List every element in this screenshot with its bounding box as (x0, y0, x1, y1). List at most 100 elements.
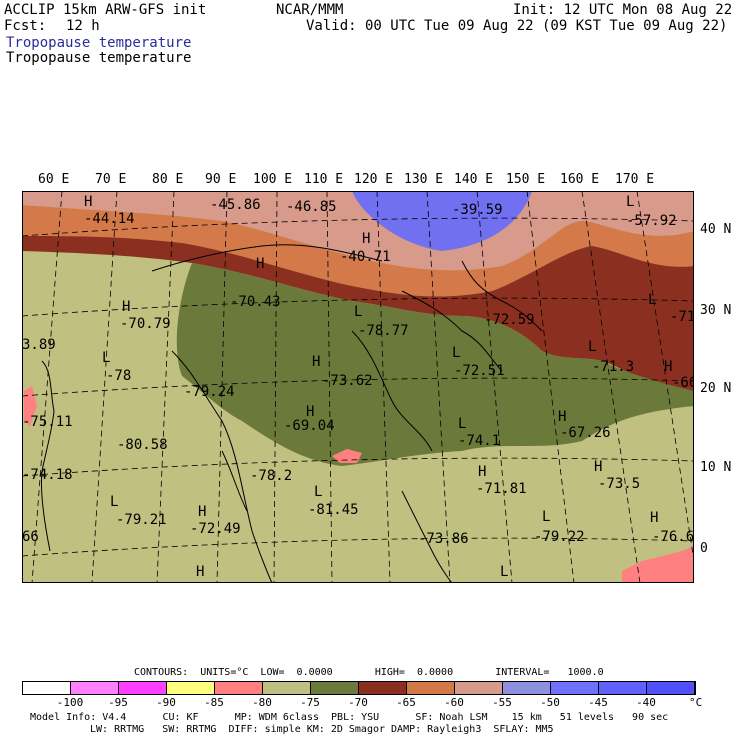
temperature-value: -71.81 (476, 481, 527, 497)
lat-label: 30 N (700, 303, 732, 318)
colorbar-swatch (23, 682, 71, 694)
temperature-value: -72.59 (484, 312, 535, 328)
high-marker: H (198, 504, 206, 520)
colorbar-tick: -45 (588, 696, 608, 709)
low-marker: L (588, 339, 596, 355)
field-title-secondary: Tropopause temperature (6, 50, 192, 66)
temperature-value: -72.51 (454, 363, 505, 379)
colorbar-tick: -50 (540, 696, 560, 709)
temperature-value: -78 (106, 368, 131, 384)
high-marker: H (650, 510, 658, 526)
band-orange (22, 205, 694, 297)
map-border (22, 191, 694, 583)
colorbar-swatch (119, 682, 167, 694)
fcst-value: 12 h (66, 18, 100, 34)
lon-label: 130 E (404, 172, 444, 187)
high-marker: H (362, 231, 370, 247)
temperature-value: -57.92 (626, 213, 677, 229)
colorbar-tick: -55 (492, 696, 512, 709)
high-marker: H (84, 194, 92, 210)
temperature-value: -39.59 (452, 202, 503, 218)
temperature-value: -73.62 (322, 373, 373, 389)
lon-label: 150 E (506, 172, 546, 187)
tropopause-temperature-map: H-44.14-45.86 -46.85 -39.59 L-57.92H-40.71H… (22, 191, 694, 583)
band-darkred (22, 236, 694, 392)
colorbar-swatch (407, 682, 455, 694)
colorbar-swatch (455, 682, 503, 694)
high-marker: H (664, 359, 672, 375)
temperature-value: -74.1 (458, 433, 500, 449)
low-marker: L (354, 304, 362, 320)
lon-label: 120 E (354, 172, 394, 187)
temperature-value: -73.86 (418, 531, 469, 547)
colorbar-swatch (647, 682, 695, 694)
temperature-value: -81.45 (308, 502, 359, 518)
high-marker: H (306, 404, 314, 420)
lat-label: 0 (700, 541, 708, 556)
footer-line-1: Model Info: V4.4 CU: KF MP: WDM 6class P… (30, 712, 669, 723)
colorbar-tick: -75 (300, 696, 320, 709)
contours-info: CONTOURS: UNITS=°C LOW= 0.0000 HIGH= 0.0… (134, 667, 604, 678)
colorbar-swatch (599, 682, 647, 694)
pink-patch (622, 546, 694, 583)
temperature-value: -40.71 (340, 249, 391, 265)
colorbar-swatch (359, 682, 407, 694)
init-time: Init: 12 UTC Mon 08 Aug 22 (513, 2, 733, 18)
high-marker: H (256, 256, 264, 272)
colorbar-swatch (503, 682, 551, 694)
temperature-value: -46.85 (286, 199, 337, 215)
temperature-value: -67.26 (560, 425, 611, 441)
lon-label: 60 E (38, 172, 70, 187)
colorbar (22, 681, 696, 695)
high-marker: H (478, 464, 486, 480)
lat-label: 10 N (700, 460, 732, 475)
colorbar-tick: -65 (396, 696, 416, 709)
lon-label: 110 E (304, 172, 344, 187)
model-title: ACCLIP 15km ARW-GFS init (4, 2, 207, 18)
temperature-value: -70.79 (120, 316, 171, 332)
lat-label: 40 N (700, 222, 732, 237)
valid-time: Valid: 00 UTC Tue 09 Aug 22 (09 KST Tue … (306, 18, 728, 34)
colorbar-swatch (551, 682, 599, 694)
high-marker: H (196, 564, 204, 580)
temperature-value: -73.5 (598, 476, 640, 492)
temperature-value: -79.21 (116, 512, 167, 528)
temperature-value: -44.14 (84, 211, 135, 227)
colorbar-tick: -70 (348, 696, 368, 709)
map-annotations: H-44.14-45.86 -46.85 -39.59 L-57.92H-40.71H… (22, 194, 694, 580)
coastlines (41, 244, 543, 583)
temperature-value: -69.04 (284, 418, 335, 434)
temperature-value: -71.1 (670, 309, 694, 325)
temperature-value: -79.24 (184, 384, 235, 400)
colorbar-swatch (167, 682, 215, 694)
colorbar-swatch (263, 682, 311, 694)
temperature-value: -45.86 (210, 197, 261, 213)
high-marker: H (558, 409, 566, 425)
temperature-value: -66 (672, 375, 694, 391)
temperature-value: -79.22 (534, 529, 585, 545)
footer-line-2: LW: RRTMG SW: RRTMG DIFF: simple KM: 2D … (90, 724, 554, 735)
colorbar-tick: -95 (108, 696, 128, 709)
colorbar-tick: -40 (636, 696, 656, 709)
low-marker: L (314, 484, 322, 500)
temperature-value: -80.58 (117, 437, 168, 453)
low-marker: L (500, 564, 508, 580)
temperature-value: -74.18 (22, 467, 73, 483)
temperature-value: 66 (22, 529, 39, 545)
lon-label: 170 E (615, 172, 655, 187)
low-marker: L (648, 292, 656, 308)
lon-label: 80 E (152, 172, 184, 187)
lon-label: 140 E (454, 172, 494, 187)
fcst-label: Fcst: (4, 18, 47, 34)
low-marker: L (102, 350, 110, 366)
colorbar-swatch (311, 682, 359, 694)
high-marker: H (122, 299, 130, 315)
lon-label: 90 E (205, 172, 237, 187)
band-lightpink (22, 191, 694, 271)
high-marker: H (594, 459, 602, 475)
colorbar-unit: °C (689, 696, 703, 709)
low-marker: L (458, 416, 466, 432)
temperature-value: -78.77 (358, 323, 409, 339)
colorbar-tick: -60 (444, 696, 464, 709)
high-marker: H (312, 354, 320, 370)
